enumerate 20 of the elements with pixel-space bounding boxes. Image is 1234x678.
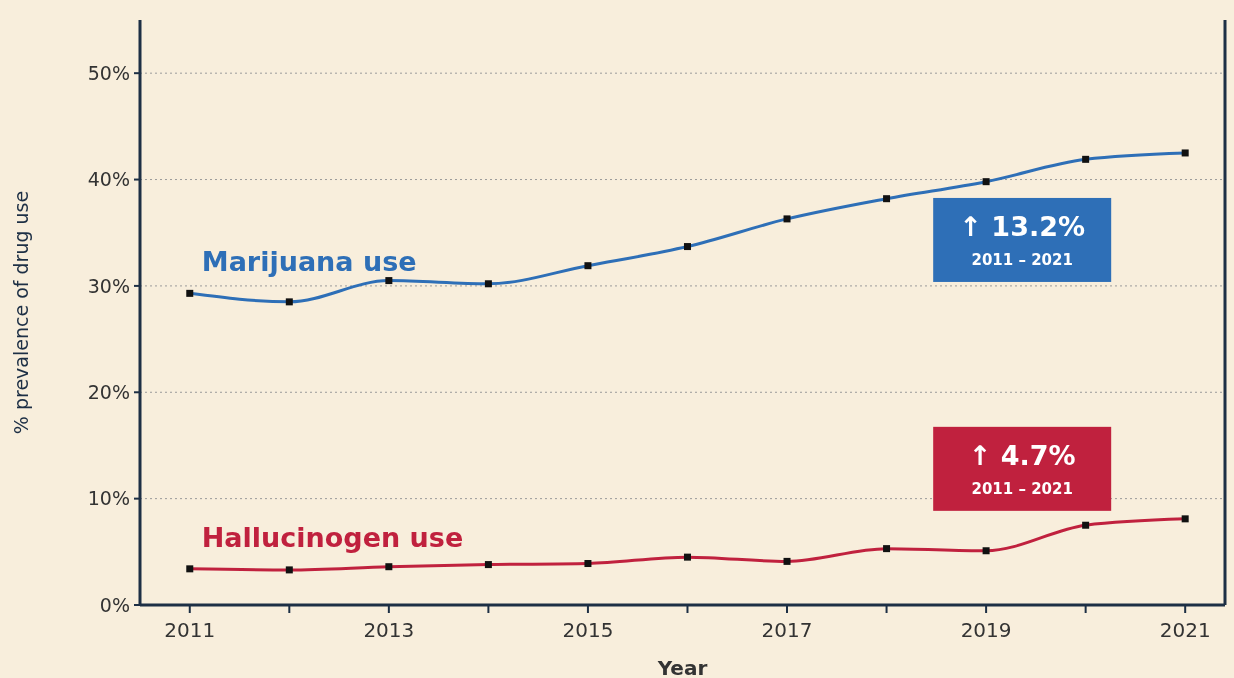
x-axis-title: Year (656, 656, 708, 678)
x-tick-label: 2011 (164, 618, 216, 642)
annotation: 2011 – 2021 (971, 479, 1073, 498)
annotation: ↑ 4.7% (968, 439, 1076, 471)
y-tick-label: 40% (87, 168, 130, 191)
y-tick-label: 30% (87, 274, 130, 297)
series-label: Hallucinogen use (201, 521, 464, 553)
x-tick-label: 2021 (1159, 618, 1211, 642)
y-tick-label: 0% (99, 593, 130, 616)
x-tick-label: 2015 (562, 618, 614, 642)
x-tick-label: 2019 (960, 618, 1012, 642)
y-axis-title: % prevalence of drug use (10, 190, 32, 435)
x-tick-label: 2013 (363, 618, 415, 642)
annotation: 2011 – 2021 (971, 250, 1073, 269)
x-tick-label: 2017 (761, 618, 813, 642)
series-label: Marijuana use (201, 246, 417, 278)
y-tick-label: 50% (87, 61, 130, 84)
annotation: ↑ 13.2% (959, 210, 1086, 242)
y-tick-label: 10% (87, 487, 130, 510)
y-tick-label: 20% (87, 380, 130, 403)
